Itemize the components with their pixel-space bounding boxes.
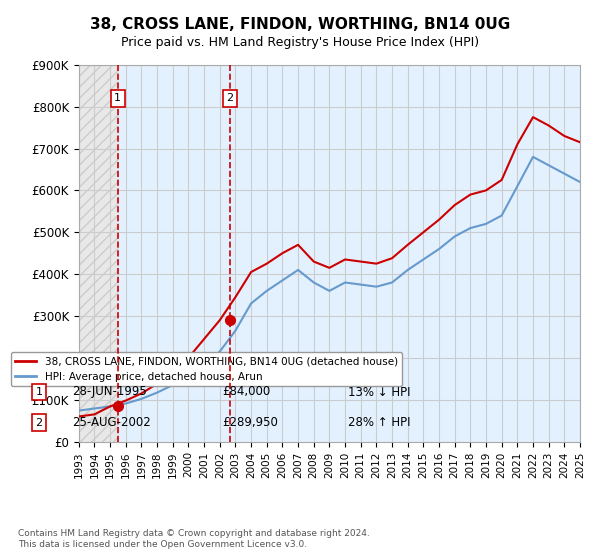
Bar — [118, 65, 580, 442]
Text: 2: 2 — [226, 94, 233, 103]
Text: 28% ↑ HPI: 28% ↑ HPI — [348, 416, 410, 430]
Text: £84,000: £84,000 — [222, 385, 270, 399]
Text: 1: 1 — [35, 387, 43, 397]
Legend: 38, CROSS LANE, FINDON, WORTHING, BN14 0UG (detached house), HPI: Average price,: 38, CROSS LANE, FINDON, WORTHING, BN14 0… — [11, 352, 402, 386]
Text: Price paid vs. HM Land Registry's House Price Index (HPI): Price paid vs. HM Land Registry's House … — [121, 36, 479, 49]
Text: 38, CROSS LANE, FINDON, WORTHING, BN14 0UG: 38, CROSS LANE, FINDON, WORTHING, BN14 0… — [90, 17, 510, 32]
Bar — [79, 65, 118, 442]
Text: 1: 1 — [114, 94, 121, 103]
Text: 13% ↓ HPI: 13% ↓ HPI — [348, 385, 410, 399]
Text: 25-AUG-2002: 25-AUG-2002 — [72, 416, 151, 430]
Bar — [79, 65, 118, 442]
Text: 28-JUN-1995: 28-JUN-1995 — [72, 385, 147, 399]
Text: Contains HM Land Registry data © Crown copyright and database right 2024.
This d: Contains HM Land Registry data © Crown c… — [18, 529, 370, 549]
Text: 2: 2 — [35, 418, 43, 428]
Text: £289,950: £289,950 — [222, 416, 278, 430]
